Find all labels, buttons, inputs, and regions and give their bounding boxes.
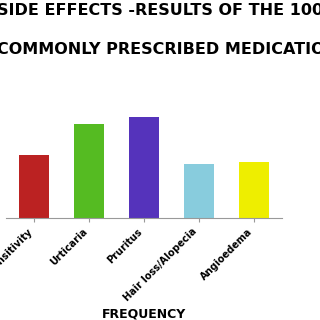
X-axis label: FREQUENCY: FREQUENCY <box>102 308 186 320</box>
Bar <box>129 117 159 218</box>
Bar <box>19 155 49 218</box>
Bar <box>184 164 214 218</box>
Bar <box>74 124 104 218</box>
Text: COMMONLY PRESCRIBED MEDICATIONS: COMMONLY PRESCRIBED MEDICATIONS <box>0 42 320 57</box>
Text: SIDE EFFECTS -RESULTS OF THE 100: SIDE EFFECTS -RESULTS OF THE 100 <box>0 3 320 18</box>
Bar <box>239 162 269 218</box>
